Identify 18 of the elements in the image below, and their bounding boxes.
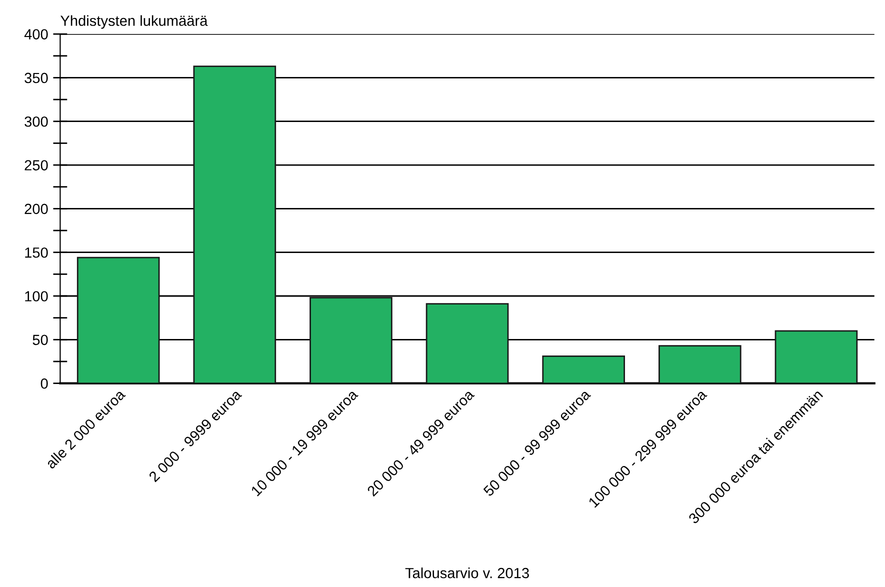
- y-tick-label: 100: [25, 291, 48, 302]
- bar: [193, 66, 276, 384]
- y-tick-label: 200: [24, 204, 48, 214]
- bar: [426, 303, 509, 384]
- y-tick-label: 150: [25, 247, 48, 258]
- y-tick-label: 0: [40, 378, 48, 389]
- y-tick-label: 50: [32, 334, 48, 346]
- bar: [76, 256, 160, 384]
- x-axis-title: Talousarvio v. 2013: [405, 568, 529, 578]
- y-tick-label: 400: [24, 29, 48, 40]
- y-tick-label: 300: [24, 116, 48, 127]
- y-tick-label: 350: [24, 72, 48, 84]
- y-axis-title: Yhdistysten lukumäärä: [60, 15, 208, 29]
- bar: [310, 297, 392, 384]
- bar: [542, 356, 625, 384]
- bar: [658, 345, 742, 384]
- bar: [774, 330, 858, 384]
- y-tick-label: 250: [24, 160, 48, 170]
